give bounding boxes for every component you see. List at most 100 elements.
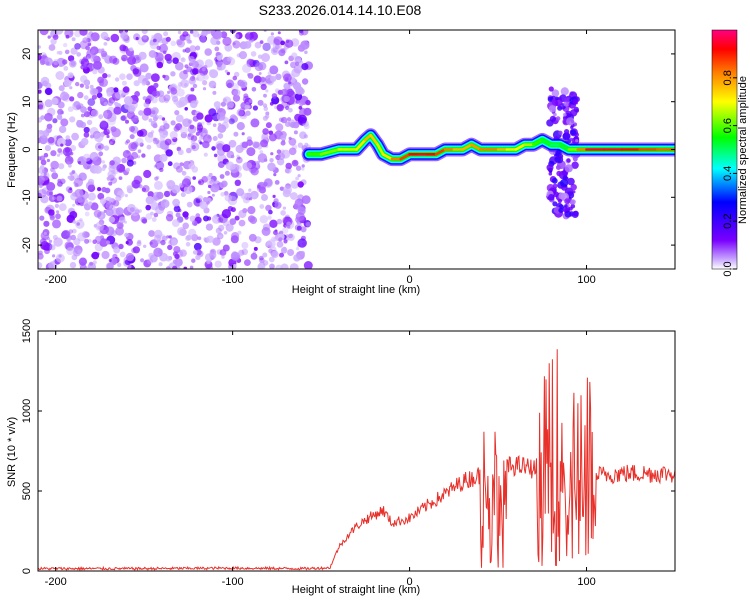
noise-blob: [161, 235, 168, 242]
noise-blob: [286, 88, 295, 97]
noise-blob: [46, 182, 56, 191]
noise-blob: [175, 165, 183, 173]
noise-blob: [87, 192, 96, 201]
ridge-core: [355, 138, 367, 151]
burst-blob: [553, 112, 557, 117]
noise-blob: [101, 250, 110, 260]
noise-blob: [129, 126, 135, 132]
noise-blob: [248, 188, 252, 192]
noise-blob: [145, 95, 153, 103]
noise-blob: [275, 123, 284, 132]
noise-blob: [69, 151, 74, 156]
noise-blob: [111, 89, 115, 93]
noise-blob: [39, 155, 46, 162]
noise-blob: [71, 37, 76, 42]
burst-blob: [549, 115, 557, 122]
noise-blob: [184, 64, 189, 69]
noise-blob: [262, 128, 269, 135]
noise-blob: [273, 173, 277, 177]
noise-blob: [57, 178, 62, 183]
noise-blob: [165, 214, 174, 222]
noise-blob: [79, 30, 88, 36]
colorbar: 0.0 0.2 0.4 0.6 0.8 Normalized spectral ampl…: [711, 29, 749, 277]
noise-blob: [294, 93, 303, 101]
noise-blob: [300, 40, 310, 50]
colorbar-tick-label: 0.0: [722, 261, 734, 276]
noise-blob: [50, 150, 57, 157]
noise-blob: [303, 220, 311, 228]
noise-blob: [132, 68, 139, 75]
noise-blob: [295, 176, 299, 181]
noise-blob: [75, 219, 85, 229]
burst-blob: [554, 98, 563, 107]
noise-blob: [82, 153, 91, 162]
noise-blob: [66, 247, 75, 256]
noise-blob: [153, 82, 159, 88]
noise-blob: [208, 184, 212, 189]
noise-blob: [215, 227, 222, 234]
noise-blob: [89, 151, 99, 161]
noise-blob: [288, 233, 293, 239]
noise-blob: [212, 136, 218, 141]
noise-blob: [170, 120, 176, 126]
noise-blob: [64, 49, 70, 55]
noise-blob: [230, 207, 236, 213]
noise-blob: [115, 195, 122, 202]
noise-blob: [103, 145, 110, 151]
burst-blob: [563, 112, 567, 117]
burst-blob: [572, 99, 578, 105]
noise-blob: [226, 82, 233, 89]
noise-blob: [269, 219, 278, 228]
noise-blob: [170, 239, 178, 246]
noise-blob: [207, 190, 211, 195]
noise-blob: [113, 246, 121, 254]
noise-blob: [39, 30, 49, 36]
noise-blob: [176, 88, 185, 97]
noise-blob: [120, 31, 128, 40]
noise-blob: [133, 175, 143, 185]
noise-blob: [284, 60, 289, 65]
noise-blob: [268, 209, 273, 215]
noise-blob: [168, 235, 172, 239]
noise-blob: [251, 87, 257, 92]
noise-blob: [209, 251, 217, 259]
noise-blob: [56, 210, 60, 214]
noise-blob: [264, 114, 270, 119]
noise-blob: [79, 123, 84, 127]
noise-blob: [38, 135, 48, 145]
noise-blob: [212, 90, 217, 95]
noise-blob: [149, 241, 153, 245]
noise-blob: [119, 73, 126, 80]
burst-blob: [564, 129, 570, 135]
noise-blob: [202, 87, 207, 91]
noise-blob: [137, 149, 142, 153]
noise-blob: [220, 31, 228, 39]
noise-blob: [143, 244, 147, 248]
noise-blob: [180, 192, 186, 198]
noise-blob: [82, 37, 89, 44]
noise-blob: [296, 225, 302, 231]
noise-blob: [162, 74, 166, 79]
noise-blob: [39, 165, 45, 170]
noise-blob: [184, 47, 191, 53]
noise-blob: [279, 186, 285, 191]
noise-blob: [268, 248, 273, 254]
noise-blob: [287, 249, 295, 256]
noise-blob: [39, 130, 44, 135]
noise-blob: [247, 73, 254, 79]
noise-blob: [276, 218, 283, 225]
noise-blob: [188, 162, 196, 170]
noise-blob: [122, 86, 130, 93]
noise-blob: [257, 99, 264, 106]
noise-blob: [127, 104, 136, 113]
noise-blob: [192, 250, 198, 255]
noise-blob: [280, 95, 288, 104]
noise-blob: [261, 194, 268, 201]
noise-blob: [126, 150, 130, 154]
noise-blob: [301, 195, 311, 205]
noise-blob: [173, 205, 181, 213]
noise-blob: [40, 59, 46, 66]
noise-blob: [177, 149, 184, 156]
noise-blob: [269, 158, 274, 163]
noise-blob: [164, 138, 172, 146]
